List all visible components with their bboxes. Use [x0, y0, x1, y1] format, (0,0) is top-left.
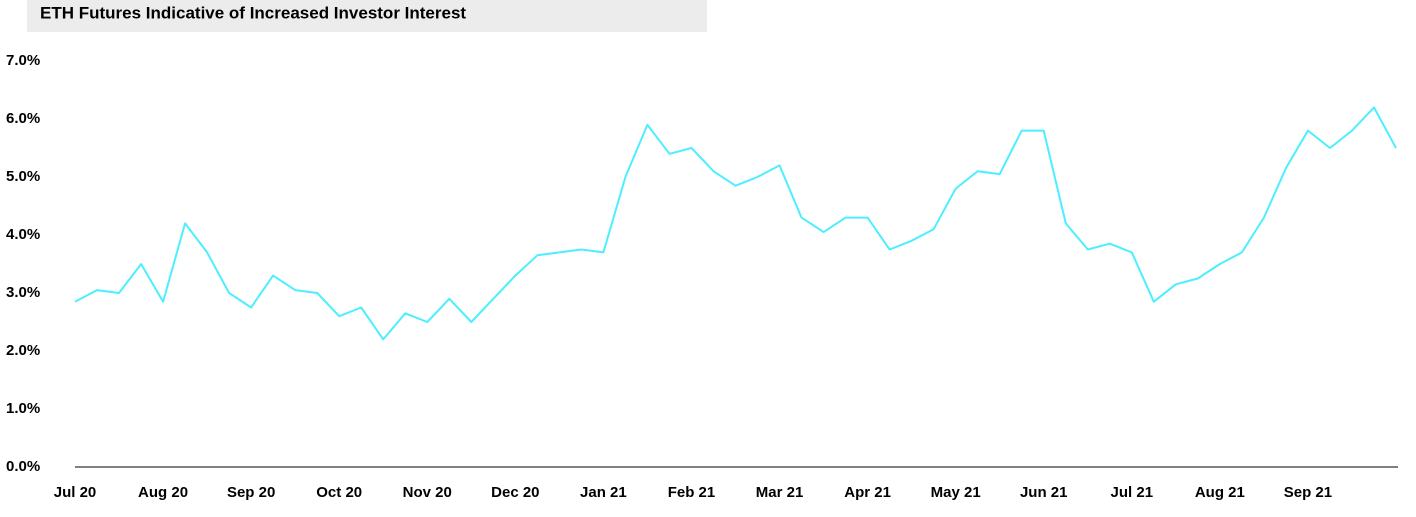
x-tick-label: Aug 21	[1195, 484, 1245, 501]
y-tick-label: 1.0%	[6, 400, 40, 417]
x-tick-label: Oct 20	[316, 484, 362, 501]
line-series	[74, 106, 1397, 341]
y-tick-label: 2.0%	[6, 342, 40, 359]
y-tick-label: 7.0%	[6, 52, 40, 69]
x-tick-label: Jun 21	[1020, 484, 1068, 501]
x-tick-label: Aug 20	[138, 484, 188, 501]
y-tick-label: 4.0%	[6, 226, 40, 243]
title-box	[27, 0, 707, 32]
x-tick-label: Apr 21	[844, 484, 891, 501]
x-tick-label: May 21	[931, 484, 981, 501]
y-tick-label: 6.0%	[6, 110, 40, 127]
y-tick-label: 5.0%	[6, 168, 40, 185]
y-tick-label: 0.0%	[6, 458, 40, 475]
x-tick-label: Jan 21	[580, 484, 627, 501]
x-tick-label: Dec 20	[491, 484, 539, 501]
x-tick-label: Nov 20	[403, 484, 452, 501]
x-tick-label: Jul 21	[1111, 484, 1154, 501]
x-tick-label: Mar 21	[756, 484, 804, 501]
x-tick-label: Sep 20	[227, 484, 275, 501]
x-tick-label: Sep 21	[1284, 484, 1332, 501]
chart-title: ETH Futures Indicative of Increased Inve…	[40, 3, 466, 22]
y-tick-label: 3.0%	[6, 284, 40, 301]
x-tick-label: Jul 20	[54, 484, 97, 501]
x-tick-label: Feb 21	[668, 484, 716, 501]
